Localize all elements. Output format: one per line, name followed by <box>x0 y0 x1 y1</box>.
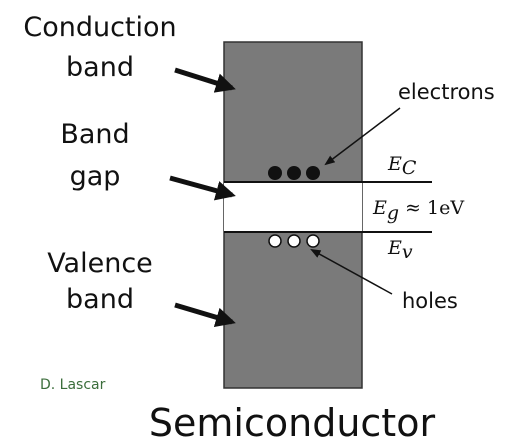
ev-label: Ev <box>387 237 413 263</box>
arrow <box>174 67 236 93</box>
arrow <box>174 302 236 328</box>
label: band <box>66 284 134 315</box>
electrons-label: electrons <box>398 80 495 104</box>
hole-dots <box>268 234 320 248</box>
pointer <box>310 248 393 295</box>
eg-label: Eg ≈ 1eV <box>372 197 464 224</box>
label: gap <box>70 161 121 192</box>
label: Valence <box>47 248 153 279</box>
title: Semiconductor <box>149 401 436 445</box>
label: Conduction <box>23 12 176 43</box>
pointer <box>324 107 401 166</box>
arrow <box>169 175 236 201</box>
electron-dots <box>268 166 320 180</box>
ec-label: EC <box>387 153 417 179</box>
holes-label: holes <box>402 289 458 313</box>
gap-region <box>224 182 362 232</box>
label: band <box>66 52 134 83</box>
label: Band <box>60 119 129 150</box>
credit: D. Lascar <box>40 377 106 393</box>
